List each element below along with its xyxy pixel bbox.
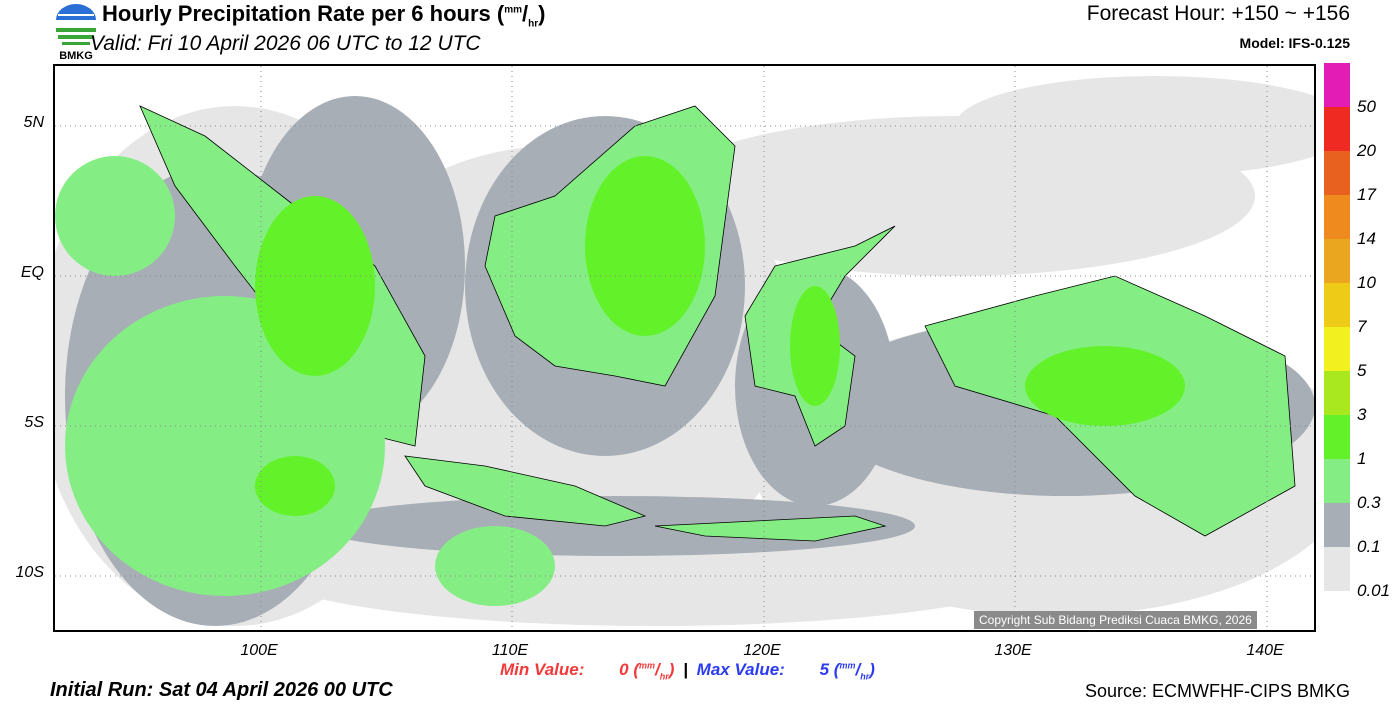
colorbar-label: 1: [1357, 449, 1367, 468]
min-unit: (mm/hr): [633, 660, 675, 682]
lon-label: 110E: [491, 642, 529, 659]
lat-label: 5S: [24, 414, 44, 431]
colorbar-label: 5: [1357, 361, 1367, 380]
min-label: Min Value:: [500, 660, 585, 679]
max-value: 5: [819, 660, 830, 679]
colorbar-bin: [1324, 195, 1350, 239]
colorbar-label: 3: [1357, 405, 1367, 424]
colorbar-label: 0.1: [1357, 537, 1381, 556]
title-text: Hourly Precipitation Rate per 6 hours (: [102, 1, 505, 26]
moderate-rain-areas: [255, 156, 1185, 516]
colorbar-label: 50: [1357, 97, 1376, 116]
svg-text:BMKG: BMKG: [59, 50, 93, 60]
colorbar-label: 7: [1357, 317, 1367, 336]
lon-label: 140E: [1246, 642, 1284, 659]
data-source: Source: ECMWFHF-CIPS BMKG: [1084, 681, 1350, 701]
lon-label: 130E: [994, 642, 1032, 659]
lon-label: 120E: [743, 642, 781, 659]
max-label: Max Value:: [696, 660, 785, 679]
colorbar-bin: [1324, 151, 1350, 195]
colorbar-label: 10: [1357, 273, 1376, 292]
min-value: 0: [619, 660, 629, 679]
forecast-hour: Forecast Hour: +150 ~ +156: [1086, 2, 1350, 25]
copyright-label: Copyright Sub Bidang Prediksi Cuaca BMKG…: [974, 611, 1257, 629]
unit-den: hr: [528, 18, 539, 30]
colorbar-bin: [1324, 371, 1350, 415]
colorbar-label: 0.01: [1357, 581, 1391, 600]
colorbar-label: 20: [1357, 141, 1376, 160]
colorbar-bin: [1324, 63, 1350, 107]
colorbar-bin: [1324, 503, 1350, 547]
colorbar-bin: [1324, 327, 1350, 371]
colorbar-label: 0.3: [1357, 493, 1381, 512]
map-canvas: [55, 66, 1314, 630]
graticule: [55, 66, 1314, 630]
lat-label: EQ: [20, 264, 44, 281]
colorbar-bin: [1324, 547, 1350, 591]
valid-time: Valid: Fri 10 April 2026 06 UTC to 12 UT…: [90, 32, 481, 55]
lat-label: 5N: [23, 114, 44, 131]
lat-label: 10S: [15, 564, 44, 581]
colorbar: [1324, 63, 1350, 591]
colorbar-bin: [1324, 107, 1350, 151]
colorbar-bin: [1324, 459, 1350, 503]
colorbar-bin: [1324, 283, 1350, 327]
colorbar-bin: [1324, 415, 1350, 459]
separator: |: [683, 660, 688, 679]
unit-num: mm: [504, 4, 522, 16]
min-max-values: Min Value: 0 (mm/hr) | Max Value: 5 (mm/…: [500, 660, 875, 681]
model-label: Model: IFS-0.125: [1239, 35, 1350, 51]
colorbar-label: 14: [1357, 229, 1376, 248]
precipitation-map: [53, 64, 1316, 632]
title-end: ): [538, 1, 546, 26]
colorbar-bin: [1324, 239, 1350, 283]
colorbar-label: 17: [1357, 185, 1376, 204]
lon-label: 100E: [240, 642, 278, 659]
max-unit: (mm/hr): [833, 660, 875, 682]
initial-run: Initial Run: Sat 04 April 2026 00 UTC: [50, 679, 393, 701]
bmkg-logo: BMKG: [52, 2, 100, 62]
map-title: Hourly Precipitation Rate per 6 hours (m…: [102, 1, 546, 30]
